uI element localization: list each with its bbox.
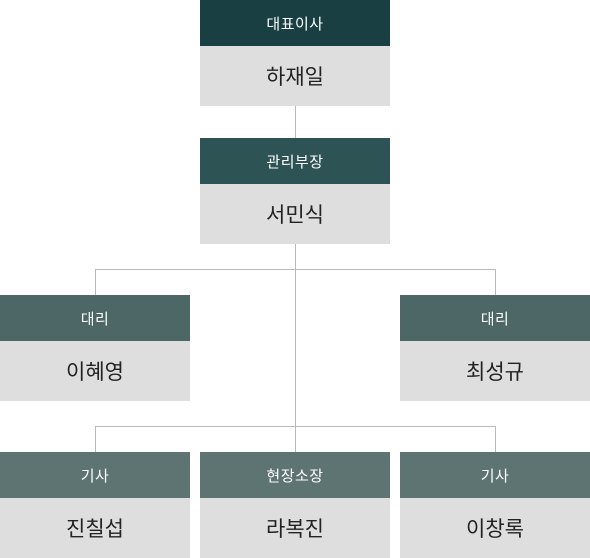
node-assistant-left: 대리 이혜영 — [0, 295, 190, 401]
person-name: 최성규 — [400, 341, 590, 401]
connector-assistant-right — [495, 269, 496, 295]
person-name: 이혜영 — [0, 341, 190, 401]
node-ceo: 대표이사 하재일 — [200, 0, 390, 106]
role-label: 대리 — [400, 295, 590, 341]
role-label: 기사 — [0, 452, 190, 498]
role-label: 대표이사 — [200, 0, 390, 46]
connector-assistants-bar — [95, 269, 496, 270]
connector-staff-bar — [95, 426, 496, 427]
node-assistant-right: 대리 최성규 — [400, 295, 590, 401]
role-label: 현장소장 — [200, 452, 390, 498]
person-name: 이창록 — [400, 498, 590, 558]
node-manager: 관리부장 서민식 — [200, 138, 390, 244]
node-site-manager: 현장소장 라복진 — [200, 452, 390, 558]
role-label: 관리부장 — [200, 138, 390, 184]
person-name: 서민식 — [200, 184, 390, 244]
connector-engineer-right — [495, 426, 496, 452]
connector-engineer-left — [95, 426, 96, 452]
person-name: 라복진 — [200, 498, 390, 558]
node-engineer-left: 기사 진칠섭 — [0, 452, 190, 558]
connector-assistant-left — [95, 269, 96, 295]
role-label: 대리 — [0, 295, 190, 341]
connector-manager-trunk — [295, 243, 296, 452]
connector-ceo-manager — [295, 106, 296, 138]
person-name: 진칠섭 — [0, 498, 190, 558]
person-name: 하재일 — [200, 46, 390, 106]
node-engineer-right: 기사 이창록 — [400, 452, 590, 558]
role-label: 기사 — [400, 452, 590, 498]
